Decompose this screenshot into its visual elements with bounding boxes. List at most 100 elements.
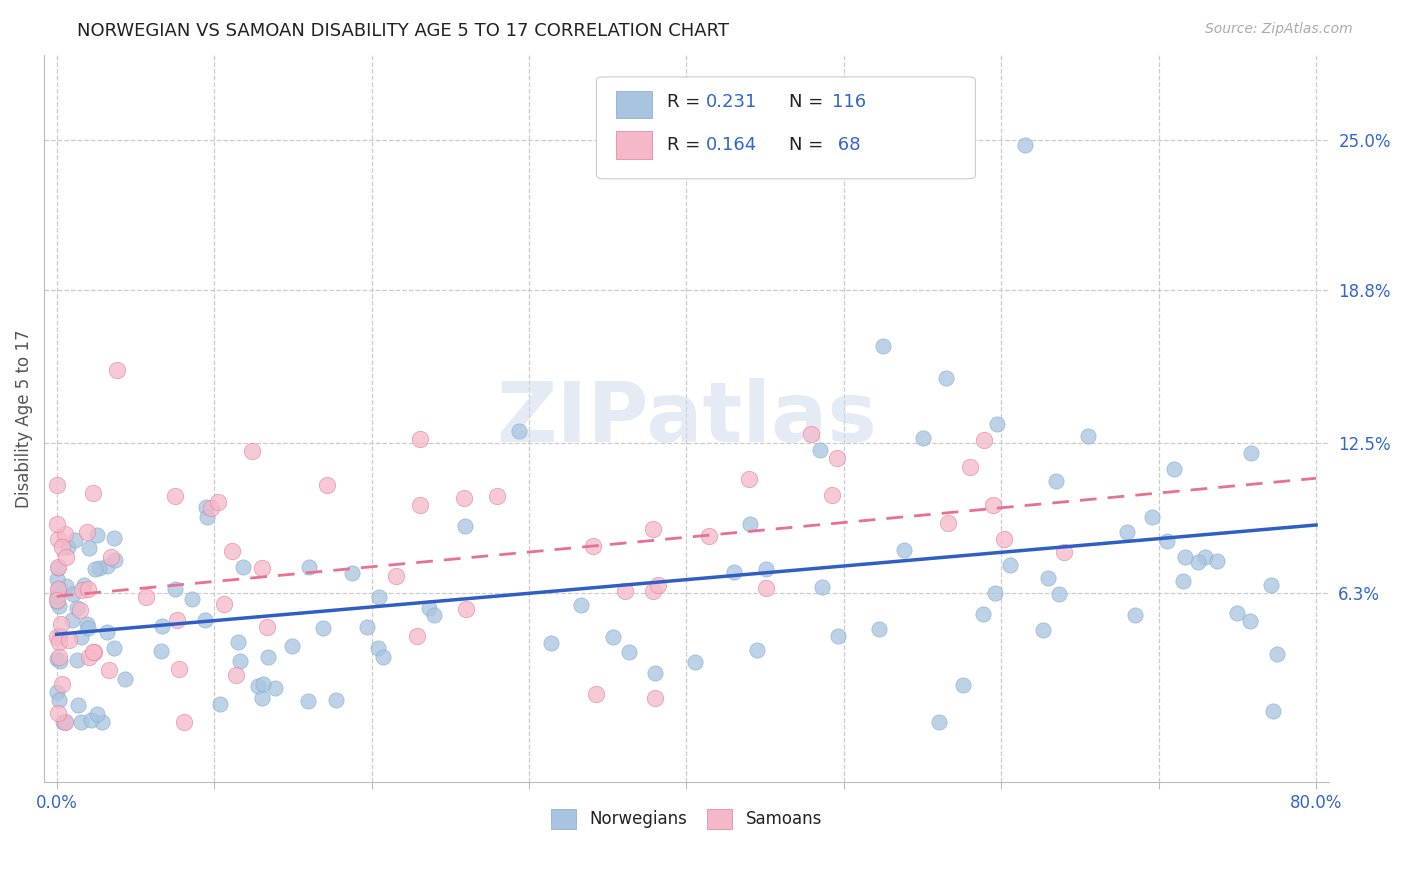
Point <box>872 339 894 353</box>
Point <box>981 498 1004 512</box>
Text: R =: R = <box>666 136 706 153</box>
Point <box>1344 259 1367 273</box>
Point <box>114 673 136 687</box>
Point <box>150 644 173 658</box>
Point <box>194 500 217 514</box>
Point <box>368 590 391 604</box>
Point <box>1077 428 1099 442</box>
Point <box>808 443 831 458</box>
Point <box>952 678 974 692</box>
Point <box>456 601 478 615</box>
Point <box>181 591 204 606</box>
Point <box>207 495 229 509</box>
Point <box>264 681 287 695</box>
Point <box>48 581 70 595</box>
Point <box>311 621 333 635</box>
Point <box>221 544 243 558</box>
Point <box>135 590 157 604</box>
Point <box>697 529 720 543</box>
Bar <box>616 131 652 159</box>
Point <box>70 583 93 598</box>
Text: 116: 116 <box>831 94 866 112</box>
Point <box>998 558 1021 573</box>
Point <box>1260 578 1282 592</box>
Point <box>62 587 84 601</box>
Point <box>602 630 624 644</box>
Point <box>66 601 89 615</box>
Text: Source: ZipAtlas.com: Source: ZipAtlas.com <box>1205 22 1353 37</box>
Point <box>45 517 67 532</box>
Point <box>1265 647 1288 661</box>
Point <box>51 540 73 554</box>
Point <box>83 645 105 659</box>
Point <box>46 478 69 492</box>
Point <box>569 599 592 613</box>
Point <box>82 486 104 500</box>
Point <box>46 561 69 575</box>
Point <box>56 540 79 554</box>
Point <box>76 621 98 635</box>
Point <box>723 565 745 579</box>
Text: N =: N = <box>789 94 830 112</box>
Point <box>755 562 778 576</box>
Bar <box>616 91 652 119</box>
Point <box>208 697 231 711</box>
Point <box>1261 704 1284 718</box>
Point <box>868 622 890 636</box>
Point <box>48 693 70 707</box>
Point <box>73 578 96 592</box>
Point <box>80 713 103 727</box>
Point <box>986 417 1008 432</box>
Point <box>508 425 530 439</box>
Point <box>77 541 100 555</box>
Point <box>52 714 75 729</box>
Point <box>46 684 69 698</box>
Point <box>82 645 104 659</box>
Point <box>1163 461 1185 475</box>
Point <box>418 601 440 615</box>
Point <box>683 655 706 669</box>
Point <box>356 620 378 634</box>
Point <box>86 527 108 541</box>
Point <box>103 641 125 656</box>
Point <box>163 582 186 597</box>
Point <box>46 582 69 596</box>
Point <box>163 489 186 503</box>
Point <box>58 633 80 648</box>
Point <box>55 579 77 593</box>
Point <box>103 531 125 545</box>
Point <box>91 714 114 729</box>
Point <box>98 663 121 677</box>
Point <box>972 607 994 622</box>
Point <box>1225 606 1247 620</box>
Point <box>49 654 72 668</box>
Point <box>1239 614 1261 628</box>
Point <box>51 677 73 691</box>
Point <box>84 562 107 576</box>
Point <box>1156 533 1178 548</box>
Point <box>1014 137 1036 152</box>
Point <box>585 687 607 701</box>
Point <box>911 431 934 445</box>
Point <box>226 635 249 649</box>
Point <box>76 617 98 632</box>
Point <box>1240 446 1263 460</box>
Point <box>928 714 950 729</box>
Point <box>252 677 274 691</box>
Point <box>200 501 222 516</box>
Point <box>1194 549 1216 564</box>
Point <box>48 706 70 721</box>
Point <box>48 635 70 649</box>
Point <box>86 706 108 721</box>
Point <box>893 543 915 558</box>
Point <box>225 668 247 682</box>
Point <box>644 666 666 681</box>
Point <box>65 533 87 547</box>
Text: 0.231: 0.231 <box>706 94 756 112</box>
Point <box>100 549 122 564</box>
Point <box>755 582 778 596</box>
Point <box>232 560 254 574</box>
Text: ZIPatlas: ZIPatlas <box>496 378 877 459</box>
Point <box>252 690 274 705</box>
Point <box>150 618 173 632</box>
